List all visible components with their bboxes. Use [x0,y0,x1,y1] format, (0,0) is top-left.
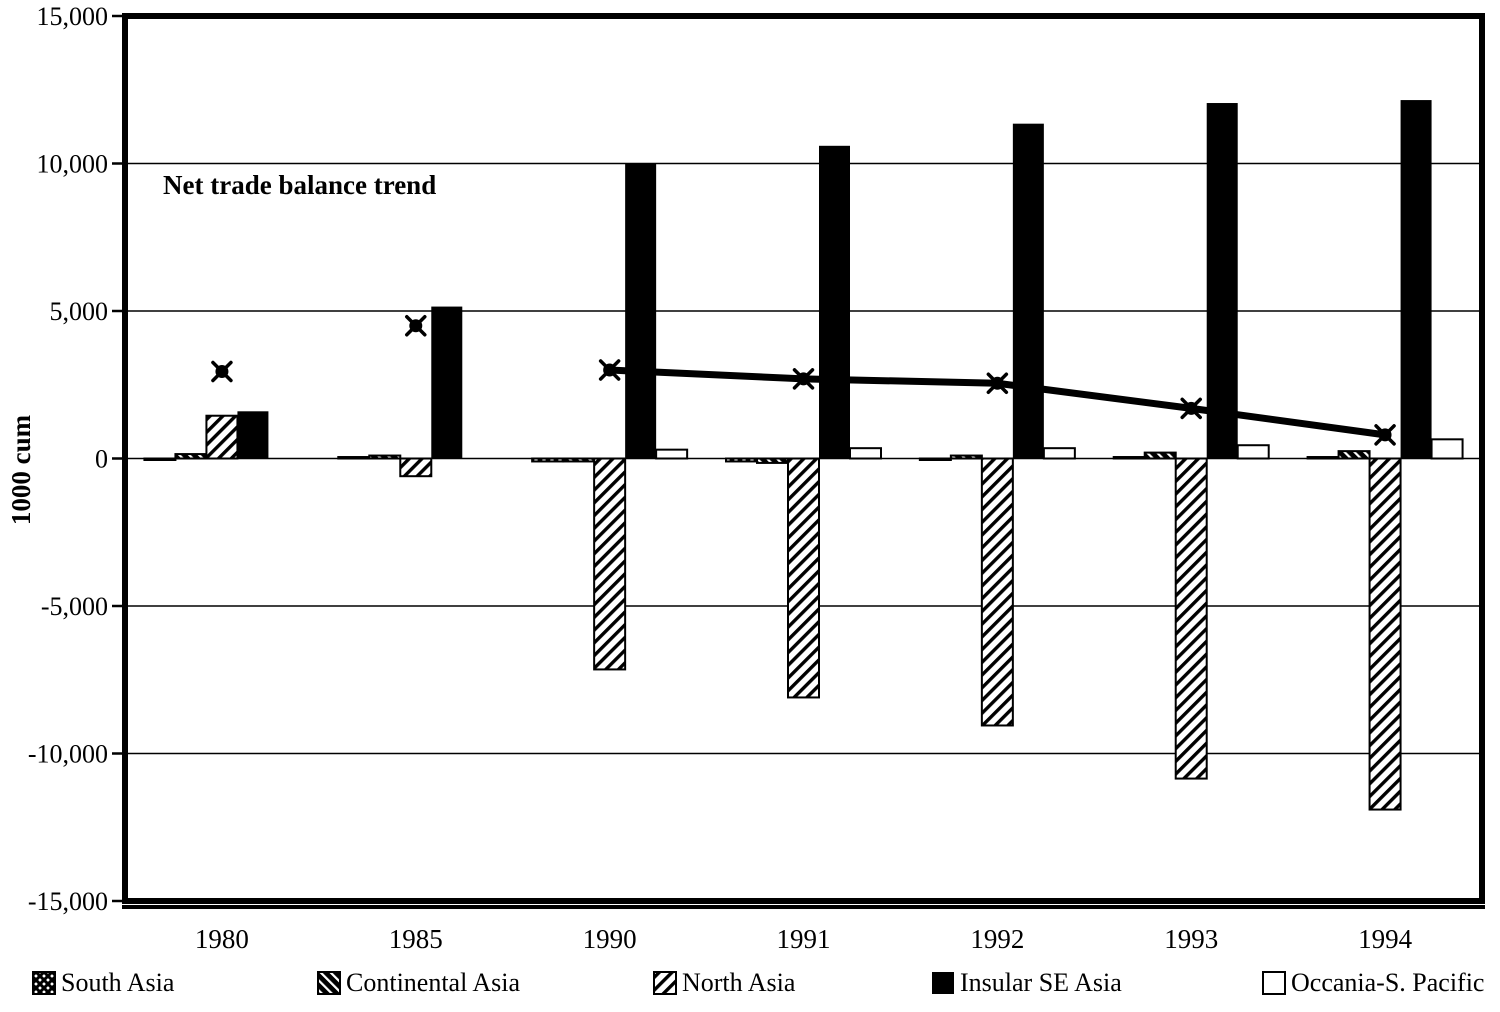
trend-line-series [211,315,1396,446]
x-axis-label-1993: 1993 [1164,924,1218,954]
legend-swatch [317,971,341,995]
legend-label: Insular SE Asia [960,968,1122,997]
bar-occania-s-pacific-1994 [1430,438,1464,460]
y-tick-label: -10,000 [28,740,108,769]
bar-insular-se-asia-1993 [1206,103,1238,459]
bar-north-asia-1980 [205,414,239,460]
trend-marker-1993 [1184,401,1198,415]
legend-label: Occania-S. Pacific [1291,968,1484,997]
bar-south-asia-1990 [531,457,565,463]
x-axis-label-1991: 1991 [777,924,831,954]
legend-item-insular-se-asia: Insular SE Asia [932,968,1122,997]
legend: South Asia Continental Asia North Asia Insu… [32,968,1484,997]
bar-north-asia-1992 [980,457,1014,727]
legend-swatch [32,971,56,995]
y-tick-label: -15,000 [28,887,108,916]
x-axis-label-1985: 1985 [389,924,443,954]
plot-frame [122,13,1485,904]
bar-south-asia-1994 [1306,456,1340,460]
trend-marker-1994 [1378,428,1392,442]
bar-south-asia-1992 [918,457,952,461]
chart-annotation: Net trade balance trend [163,170,436,200]
bar-north-asia-1994 [1368,457,1402,811]
plot-border [122,13,1485,909]
bar-continental-asia-1985 [368,454,402,460]
y-tick-label: 10,000 [37,150,109,179]
legend-swatch [1262,971,1286,995]
legend-label: Continental Asia [346,968,521,997]
bar-north-asia-1990 [593,457,627,671]
bar-south-asia-1985 [337,456,371,460]
bar-north-asia-1993 [1174,457,1208,780]
trend-marker-1991 [797,372,810,386]
bar-series [143,100,1464,811]
bar-continental-asia-1992 [949,454,983,460]
bar-continental-asia-1991 [756,457,789,464]
trend-marker-1985 [409,319,423,333]
y-tick-label: 0 [95,445,108,474]
bar-insular-se-asia-1985 [431,306,463,459]
legend-item-occania-s-pacific: Occania-S. Pacific [1262,968,1484,997]
trend-marker-1992 [990,376,1004,390]
legend-item-south-asia: South Asia [32,968,175,997]
legend-swatch [653,971,677,995]
bar-insular-se-asia-1991 [819,145,850,459]
legend-label: South Asia [61,968,175,997]
bar-occania-s-pacific-1990 [655,448,689,460]
legend-item-continental-asia: Continental Asia [317,968,521,997]
bar-south-asia-1993 [1112,456,1146,460]
y-axis-tick-labels: 15,000 10,000 5,000 0 -5,000 -10,000 -15,000 [28,2,108,916]
y-tick-label: 5,000 [50,297,109,326]
x-axis-labels: 1980 1985 1990 1991 1992 1993 1994 [195,924,1413,954]
x-axis-label-1990: 1990 [583,924,637,954]
bar-south-asia-1980 [143,457,177,461]
bar-continental-asia-1980 [174,453,208,460]
bar-insular-se-asia-1992 [1012,123,1044,459]
trend-marker-1980 [215,364,229,378]
bar-insular-se-asia-1994 [1400,100,1432,459]
bar-south-asia-1991 [725,457,758,463]
bar-occania-s-pacific-1992 [1042,447,1076,460]
x-axis-label-1980: 1980 [195,924,249,954]
legend-swatch [932,972,954,994]
x-axis-label-1992: 1992 [970,924,1024,954]
legend-item-north-asia: North Asia [653,968,796,997]
bar-continental-asia-1994 [1337,450,1371,460]
legend-label: North Asia [682,968,796,997]
y-tick-label: 15,000 [37,2,109,31]
bar-continental-asia-1990 [562,457,596,463]
bar-occania-s-pacific-1991 [849,447,882,460]
y-axis-title: 1000 cum [6,414,36,525]
x-axis-label-1994: 1994 [1358,924,1413,954]
bar-north-asia-1985 [399,457,433,478]
bar-occania-s-pacific-1993 [1236,444,1270,460]
bar-insular-se-asia-1990 [625,163,657,459]
bar-north-asia-1991 [787,457,820,699]
trend-marker-1990 [603,363,617,377]
y-tick-label: -5,000 [41,592,108,621]
bar-insular-se-asia-1980 [237,411,269,459]
bar-continental-asia-1993 [1143,451,1177,460]
